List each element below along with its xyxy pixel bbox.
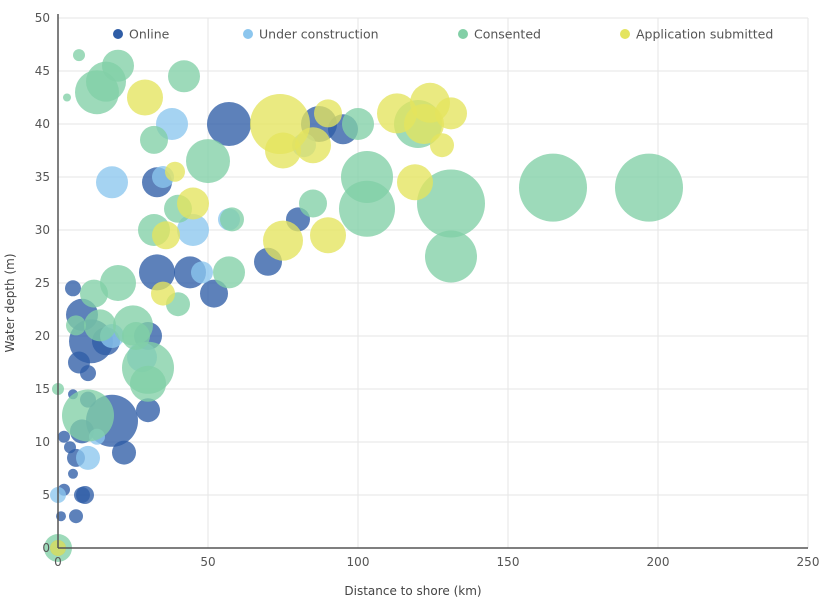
bubble — [615, 153, 683, 222]
x-tick-label: 50 — [200, 555, 215, 569]
bubble — [207, 102, 251, 146]
bubble — [69, 509, 83, 524]
x-tick-label: 100 — [347, 555, 370, 569]
bubble — [58, 430, 70, 443]
y-tick-label: 10 — [35, 435, 50, 449]
series-application-submitted — [50, 79, 467, 556]
bubble — [100, 265, 136, 301]
bubble — [130, 365, 166, 402]
bubble — [220, 207, 244, 232]
x-tick-label: 250 — [797, 555, 820, 569]
bubble — [73, 49, 85, 62]
bubble — [96, 166, 128, 199]
bubble — [200, 279, 228, 308]
bubble — [62, 389, 114, 442]
bubble — [310, 217, 346, 254]
legend-label: Application submitted — [636, 27, 773, 42]
bubble — [417, 169, 485, 238]
y-tick-label: 25 — [35, 276, 50, 290]
bubble — [102, 49, 134, 82]
y-tick-label: 5 — [42, 488, 50, 502]
bubble — [66, 315, 86, 336]
x-tick-label: 150 — [497, 555, 520, 569]
legend-swatch — [113, 29, 123, 39]
y-tick-label: 30 — [35, 223, 50, 237]
bubble — [314, 99, 342, 128]
bubble — [68, 468, 78, 479]
bubbles — [44, 49, 683, 562]
axes: 0 5 10 15 20 25 30 35 40 45 50 0 50 100 150 200 250 — [35, 11, 820, 569]
x-axis-title: Distance to shore (km) — [344, 584, 481, 598]
legend-swatch — [620, 29, 630, 39]
bubble — [263, 220, 303, 261]
bubble — [65, 280, 81, 297]
bubble — [397, 164, 433, 201]
bubble — [430, 133, 454, 158]
bubble — [152, 221, 180, 250]
bubble — [139, 254, 175, 291]
bubble — [76, 445, 100, 470]
y-axis-title: Water depth (m) — [3, 253, 17, 352]
bubble — [63, 93, 71, 102]
bubble — [177, 187, 209, 220]
bubble — [435, 97, 467, 130]
bubble — [127, 79, 163, 116]
bubble — [112, 440, 136, 465]
y-tick-label: 35 — [35, 170, 50, 184]
bubble — [84, 309, 116, 342]
y-tick-label: 20 — [35, 329, 50, 343]
legend-label: Consented — [474, 27, 541, 42]
y-tick-label: 45 — [35, 64, 50, 78]
series-consented — [44, 49, 683, 562]
legend-label: Under construction — [259, 27, 379, 42]
bubble — [168, 60, 200, 93]
y-tick-label: 40 — [35, 117, 50, 131]
bubble — [342, 108, 374, 140]
bubble — [136, 398, 160, 423]
bubble — [191, 261, 213, 284]
legend-swatch — [243, 29, 253, 39]
bubble — [425, 230, 477, 283]
bubble — [213, 256, 245, 289]
bubble — [177, 214, 209, 246]
bubble — [140, 125, 168, 154]
bubble — [295, 127, 331, 164]
x-tick-label: 0 — [54, 555, 62, 569]
bubble — [519, 153, 587, 222]
x-tick-label: 200 — [647, 555, 670, 569]
bubble — [165, 161, 185, 182]
legend-label: Online — [129, 27, 170, 42]
bubble — [265, 132, 301, 169]
legend-swatch — [458, 29, 468, 39]
y-tick-label: 0 — [42, 541, 50, 555]
bubble — [186, 139, 230, 184]
y-tick-label: 15 — [35, 382, 50, 396]
bubble — [151, 281, 175, 306]
legend: Online Under construction Consented Applica… — [113, 27, 773, 42]
bubble — [299, 189, 327, 218]
bubble — [339, 180, 395, 237]
y-tick-label: 50 — [35, 11, 50, 25]
bubble — [76, 486, 94, 504]
